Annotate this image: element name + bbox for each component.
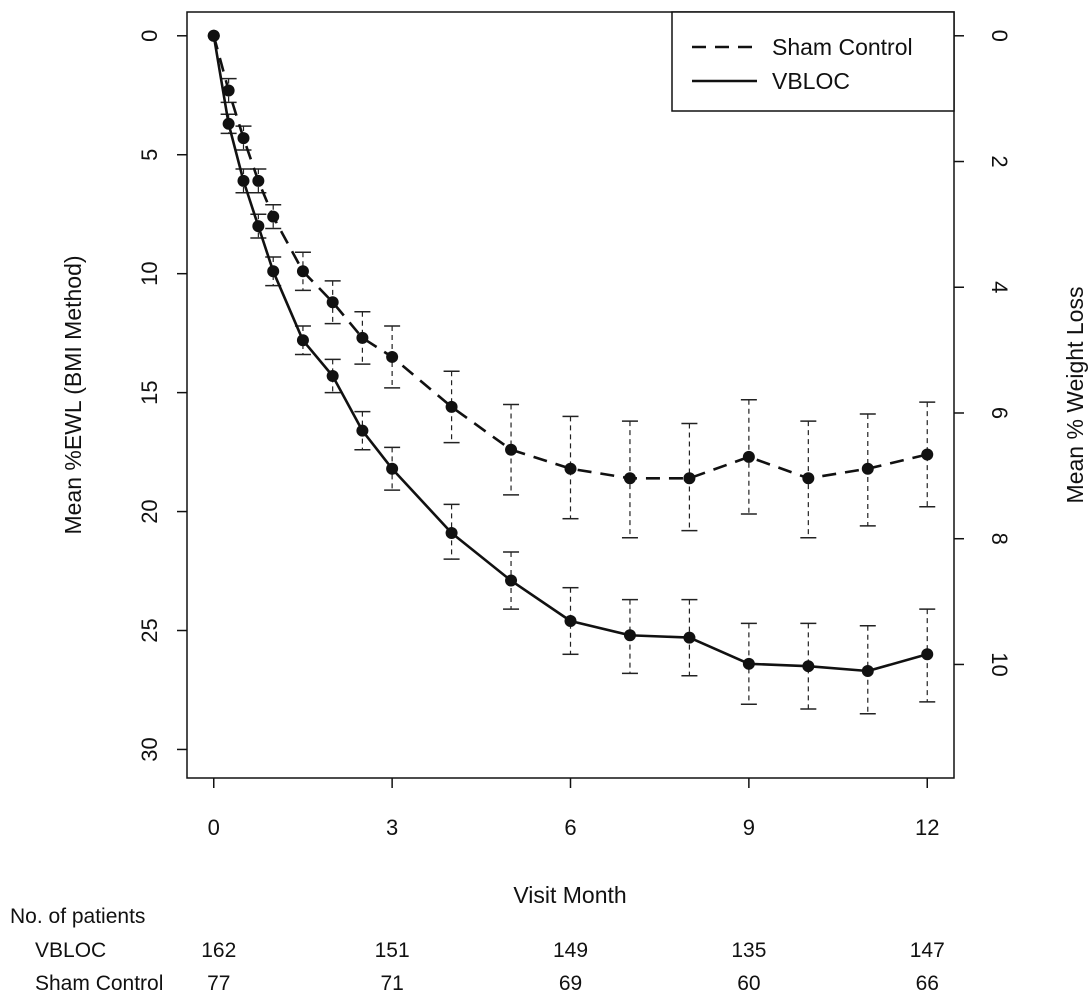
- data-point-vbloc: [267, 265, 280, 278]
- legend-label-sham: Sham Control: [772, 34, 913, 60]
- data-point-vbloc: [623, 629, 636, 642]
- x-axis-title: Visit Month: [513, 882, 626, 908]
- patients-count: 71: [380, 972, 403, 995]
- y-axis-title-right: Mean % Weight Loss: [1062, 287, 1088, 504]
- series-lines-layer: [212, 35, 928, 673]
- patients-count: 151: [375, 939, 410, 962]
- error-bar-sham-control: [354, 310, 371, 365]
- y-right-tick-label: 2: [987, 155, 1012, 167]
- error-bar-vbloc: [562, 586, 579, 656]
- patients-table: No. of patients VBLOC Sham Control 162 15…: [10, 905, 945, 995]
- data-point-vbloc: [252, 220, 265, 233]
- axes-layer: 0 3 6 9 12 0 5 10 15 20 25 30 0 2 4 6 8 10: [137, 30, 1012, 840]
- error-bars-layer: [220, 77, 936, 715]
- data-point-vbloc: [237, 174, 250, 187]
- y-right-tick-label: 6: [987, 407, 1012, 419]
- y-tick-label: 5: [137, 149, 162, 161]
- data-point-sham-control: [861, 462, 874, 475]
- data-point-sham-control: [683, 472, 696, 485]
- legend-label-vbloc: VBLOC: [772, 68, 850, 94]
- data-point-vbloc: [742, 657, 755, 670]
- patients-count: 66: [916, 972, 939, 995]
- y-axis-title-left: Mean %EWL (BMI Method): [60, 255, 86, 534]
- data-point-sham-control: [742, 450, 755, 463]
- data-point-sham-control: [564, 462, 577, 475]
- y-right-tick-label: 4: [987, 281, 1012, 293]
- data-point-sham-control: [252, 174, 265, 187]
- patients-counts: 162 151 149 135 147 77 71 69 60 66: [201, 939, 945, 995]
- patients-count: 60: [737, 972, 760, 995]
- patients-count: 162: [201, 939, 236, 962]
- data-point-vbloc: [207, 29, 220, 42]
- data-point-vbloc: [386, 462, 399, 475]
- x-tick-label: 6: [564, 815, 576, 840]
- data-point-vbloc: [356, 424, 369, 437]
- points-layer: [207, 29, 934, 677]
- series-line-sham-control: [212, 35, 928, 480]
- data-point-vbloc: [445, 526, 458, 539]
- data-point-sham-control: [386, 350, 399, 363]
- data-point-vbloc: [683, 631, 696, 644]
- x-tick-label: 3: [386, 815, 398, 840]
- patients-count: 147: [910, 939, 945, 962]
- error-bar-sham-control: [681, 422, 698, 532]
- plot-frame: [186, 11, 955, 779]
- patients-count: 149: [553, 939, 588, 962]
- data-point-vbloc: [326, 369, 339, 382]
- data-point-sham-control: [222, 84, 235, 97]
- data-point-vbloc: [296, 334, 309, 347]
- y-tick-label: 15: [137, 380, 162, 404]
- data-point-sham-control: [237, 132, 250, 145]
- y-tick-label: 25: [137, 618, 162, 642]
- data-point-sham-control: [267, 210, 280, 223]
- y-right-tick-label: 10: [987, 652, 1012, 676]
- data-point-sham-control: [296, 265, 309, 278]
- patients-count: 77: [207, 972, 230, 995]
- data-point-vbloc: [802, 660, 815, 673]
- data-point-sham-control: [921, 448, 934, 461]
- data-point-vbloc: [505, 574, 518, 587]
- y-tick-label: 0: [137, 30, 162, 42]
- legend-box: [671, 11, 955, 112]
- x-tick-label: 12: [915, 815, 939, 840]
- y-tick-label: 10: [137, 261, 162, 285]
- data-point-vbloc: [564, 614, 577, 627]
- data-point-sham-control: [623, 472, 636, 485]
- y-tick-label: 20: [137, 499, 162, 523]
- data-point-sham-control: [445, 400, 458, 413]
- legend: Sham Control VBLOC: [671, 11, 955, 112]
- patients-row-label-vbloc: VBLOC: [35, 939, 106, 962]
- data-point-vbloc: [222, 117, 235, 130]
- error-bar-vbloc: [859, 625, 876, 715]
- data-point-vbloc: [921, 648, 934, 661]
- data-point-sham-control: [505, 443, 518, 456]
- error-bar-vbloc: [324, 358, 341, 394]
- series-line-vbloc: [212, 35, 928, 673]
- error-bar-sham-control: [562, 415, 579, 520]
- error-bar-vbloc: [800, 622, 817, 710]
- y-right-tick-label: 0: [987, 30, 1012, 42]
- data-point-sham-control: [356, 331, 369, 344]
- y-right-tick-label: 8: [987, 533, 1012, 545]
- patients-row-label-sham: Sham Control: [35, 972, 163, 995]
- data-point-sham-control: [802, 472, 815, 485]
- data-point-vbloc: [861, 664, 874, 677]
- y-tick-label: 30: [137, 737, 162, 761]
- x-tick-label: 9: [743, 815, 755, 840]
- patients-count: 135: [731, 939, 766, 962]
- patients-count: 69: [559, 972, 582, 995]
- data-point-sham-control: [326, 296, 339, 309]
- error-bar-sham-control: [443, 370, 460, 444]
- x-tick-label: 0: [208, 815, 220, 840]
- patients-table-header: No. of patients: [10, 905, 145, 928]
- error-bar-sham-control: [919, 401, 936, 508]
